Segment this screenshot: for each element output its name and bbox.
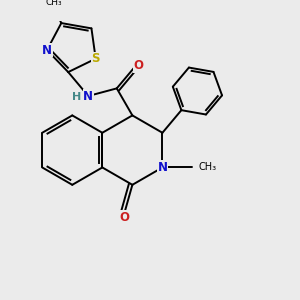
Text: N: N: [158, 161, 167, 174]
Text: CH₃: CH₃: [199, 163, 217, 172]
Text: CH₃: CH₃: [46, 0, 62, 7]
Text: O: O: [134, 59, 143, 72]
Text: N: N: [83, 89, 93, 103]
Text: O: O: [119, 211, 129, 224]
Text: S: S: [92, 52, 100, 65]
Text: H: H: [72, 92, 81, 102]
Text: N: N: [42, 44, 52, 57]
